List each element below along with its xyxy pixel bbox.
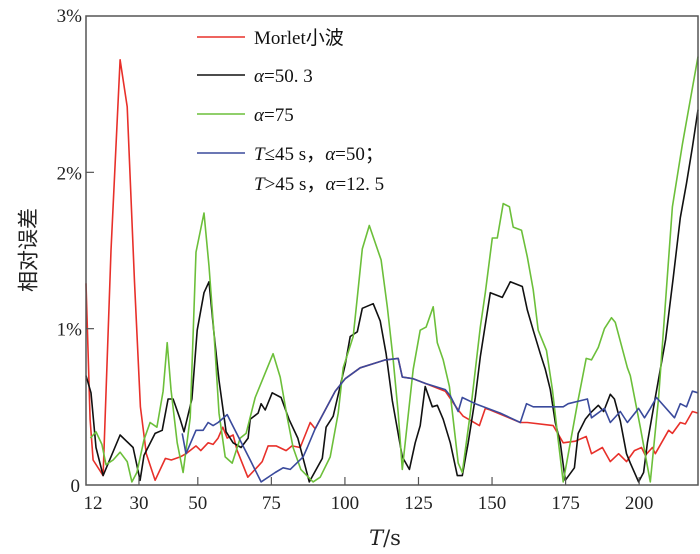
series-line-1 <box>85 109 699 483</box>
y-axis-title: 相对误差 <box>17 208 41 292</box>
series-line-3 <box>181 357 699 483</box>
x-tick-label: 200 <box>625 493 654 514</box>
legend: Morlet小波 α=50. 3 α=75 T≤45 s，α=50； T>45 s，α=… <box>197 27 384 195</box>
legend-label-3: T≤45 s，α=50； <box>254 144 384 165</box>
series-layer <box>85 56 699 483</box>
x-tick-label: 30 <box>129 493 148 514</box>
x-axis-title: T/s <box>369 526 401 550</box>
x-tick-label: 150 <box>478 493 507 514</box>
x-tick-label: 125 <box>404 493 433 514</box>
x-tick-label: 175 <box>551 493 580 514</box>
series-line-2 <box>89 56 699 483</box>
x-tick-label: 12 <box>84 493 103 514</box>
x-tick-label: 100 <box>331 493 360 514</box>
y-tick-label: 3% <box>57 6 83 27</box>
legend-label-1: α=50. 3 <box>254 66 313 87</box>
plot-frame <box>85 15 699 486</box>
y-tick-label: 1% <box>57 320 83 341</box>
x-tick-label: 50 <box>188 493 207 514</box>
axis-ticks: 12 30 50 75 100 125 150 175 200 0 1% 2% 3% <box>57 6 654 514</box>
y-tick-label: 0 <box>71 476 81 497</box>
legend-label-3-line2: T>45 s，α=12. 5 <box>254 174 384 195</box>
series-line-0 <box>85 58 699 482</box>
x-tick-label: 75 <box>262 493 281 514</box>
legend-label-2: α=75 <box>254 105 294 126</box>
legend-label-0: Morlet小波 <box>254 27 344 49</box>
y-tick-label: 2% <box>57 163 83 184</box>
